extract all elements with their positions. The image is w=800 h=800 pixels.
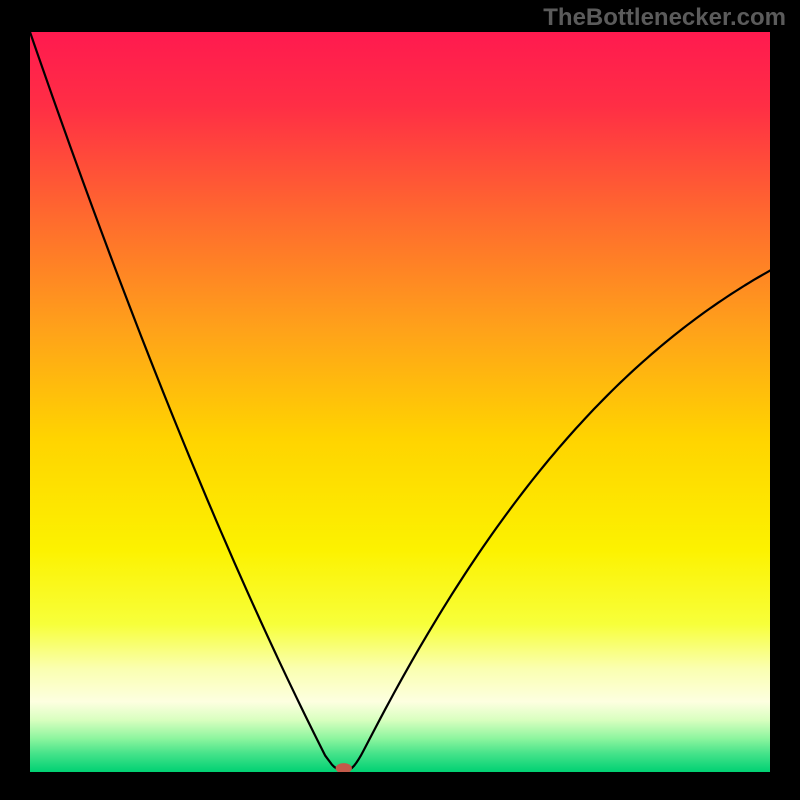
plot-frame bbox=[30, 32, 770, 772]
chart-svg bbox=[30, 32, 770, 772]
watermark-text: TheBottlenecker.com bbox=[543, 4, 786, 32]
optimal-point-marker bbox=[336, 763, 352, 772]
stage: TheBottlenecker.com bbox=[0, 0, 800, 800]
bottleneck-curve bbox=[30, 32, 770, 771]
